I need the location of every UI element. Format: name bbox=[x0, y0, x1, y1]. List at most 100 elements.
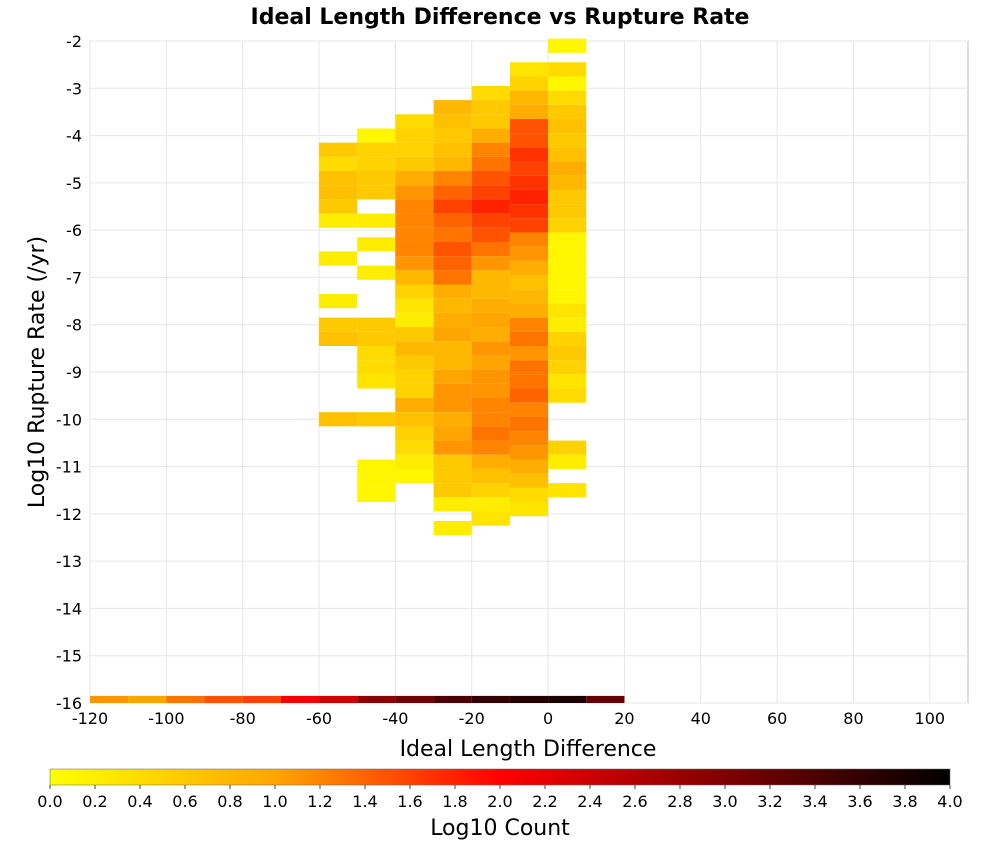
heatmap-cell bbox=[433, 114, 472, 129]
colorbar-tick-label: 2.8 bbox=[667, 792, 692, 811]
heatmap-cell bbox=[509, 62, 549, 77]
colorbar-tick-label: 0.4 bbox=[127, 792, 152, 811]
heatmap-cell bbox=[509, 402, 549, 417]
colorbar-tick-label: 1.8 bbox=[442, 792, 467, 811]
heatmap-cell bbox=[395, 284, 434, 299]
heatmap-cell bbox=[357, 374, 396, 389]
heatmap-cell bbox=[319, 251, 358, 266]
heatmap-cell bbox=[433, 213, 472, 228]
heatmap-cell bbox=[548, 440, 587, 455]
heatmap-cell bbox=[395, 327, 434, 342]
heatmap-cell bbox=[433, 695, 472, 703]
heatmap-cell bbox=[357, 459, 396, 474]
y-tick-label: -2 bbox=[66, 32, 82, 51]
heatmap-cell bbox=[471, 695, 510, 703]
colorbar-label: Log10 Count bbox=[430, 816, 570, 841]
y-tick-label: -13 bbox=[56, 552, 82, 571]
heatmap-cell bbox=[433, 426, 472, 441]
colorbar bbox=[49, 768, 951, 786]
heatmap-cell bbox=[395, 383, 434, 399]
heatmap-cell bbox=[471, 483, 510, 498]
heatmap-cell bbox=[548, 317, 587, 332]
heatmap-cell bbox=[471, 100, 510, 115]
heatmap-cell bbox=[280, 695, 320, 703]
heatmap-cell bbox=[509, 161, 549, 176]
y-tick-label: -11 bbox=[56, 458, 82, 477]
heatmap-cell bbox=[433, 483, 472, 498]
heatmap-cell bbox=[433, 185, 472, 200]
heatmap-cell bbox=[433, 468, 472, 484]
heatmap-cell bbox=[357, 128, 396, 143]
y-tick-label: -3 bbox=[66, 79, 82, 98]
heatmap-cell bbox=[509, 473, 549, 488]
heatmap-cell bbox=[509, 76, 549, 91]
heatmap-cell bbox=[433, 341, 472, 356]
heatmap-cell bbox=[471, 369, 510, 384]
y-tick-label: -10 bbox=[56, 410, 82, 429]
heatmap-cell bbox=[586, 695, 625, 703]
colorbar-tick-label: 3.2 bbox=[757, 792, 782, 811]
heatmap-cell bbox=[395, 142, 434, 157]
heatmap-cell bbox=[548, 175, 587, 190]
x-tick-label: 40 bbox=[691, 709, 711, 728]
heatmap-cell bbox=[548, 62, 587, 77]
heatmap-cell bbox=[395, 241, 434, 257]
heatmap-cell bbox=[471, 511, 510, 526]
heatmap-cell bbox=[509, 275, 549, 290]
heatmap-cell bbox=[319, 695, 358, 703]
heatmap-cell bbox=[509, 345, 549, 361]
heatmap-cell bbox=[471, 241, 510, 257]
heatmap-cell bbox=[548, 695, 587, 703]
heatmap-cell bbox=[357, 237, 396, 252]
heatmap-cell bbox=[357, 317, 396, 332]
heatmap-cell bbox=[357, 171, 396, 186]
heatmap-cell bbox=[509, 374, 549, 389]
heatmap-cell bbox=[509, 133, 549, 148]
y-tick-label: -14 bbox=[56, 599, 82, 618]
heatmap-cell bbox=[395, 171, 434, 186]
heatmap-cell bbox=[509, 104, 549, 120]
colorbar-tick-label: 2.2 bbox=[532, 792, 557, 811]
heatmap-cell bbox=[357, 185, 396, 200]
heatmap-cell bbox=[509, 175, 549, 190]
colorbar-tick-label: 2.0 bbox=[487, 792, 512, 811]
heatmap-cell bbox=[548, 218, 587, 233]
heatmap-cell bbox=[395, 298, 434, 313]
heatmap-cell bbox=[548, 204, 587, 219]
colorbar-tick-label: 1.2 bbox=[307, 792, 332, 811]
heatmap-cell bbox=[509, 147, 549, 162]
y-tick-labels: -2 -3 -4 -5 -6 -7 -8 -9 -10 -11 -12 -13 -14 -15 -16 bbox=[56, 32, 82, 713]
heatmap-cell bbox=[509, 90, 549, 105]
heatmap-cell bbox=[395, 454, 434, 469]
heatmap-cell bbox=[471, 440, 510, 455]
y-tick-label: -5 bbox=[66, 174, 82, 193]
heatmap-cell bbox=[548, 331, 587, 346]
heatmap-cell bbox=[357, 345, 396, 361]
heatmap-cell bbox=[433, 171, 472, 186]
heatmap-cell bbox=[319, 213, 358, 228]
heatmap-cell bbox=[433, 454, 472, 469]
heatmap-cell bbox=[395, 369, 434, 384]
heatmap-cell bbox=[319, 185, 358, 200]
heatmap-cell bbox=[548, 133, 587, 148]
x-tick-label: 80 bbox=[843, 709, 863, 728]
x-tick-label: -40 bbox=[382, 709, 408, 728]
heatmap-cell bbox=[395, 227, 434, 242]
heatmap-cell bbox=[548, 260, 587, 276]
heatmap-cell bbox=[433, 241, 472, 257]
heatmap-cell bbox=[395, 355, 434, 370]
heatmap-cell bbox=[509, 246, 549, 261]
heatmap-cell bbox=[548, 246, 587, 261]
heatmap-cell bbox=[471, 85, 510, 101]
heatmap-cell bbox=[433, 199, 472, 214]
heatmap-cell bbox=[395, 270, 434, 285]
heatmap-cell bbox=[548, 147, 587, 162]
heatmap-cell bbox=[548, 161, 587, 176]
x-tick-labels: -120 -100 -80 -60 -40 -20 0 20 40 60 80 100 bbox=[72, 709, 945, 728]
heatmap-cell bbox=[395, 185, 434, 200]
heatmap-cell bbox=[548, 303, 587, 318]
x-tick-label: -100 bbox=[148, 709, 184, 728]
heatmap-cell bbox=[357, 331, 396, 346]
heatmap-cell bbox=[471, 468, 510, 484]
heatmap-cell bbox=[395, 398, 434, 413]
